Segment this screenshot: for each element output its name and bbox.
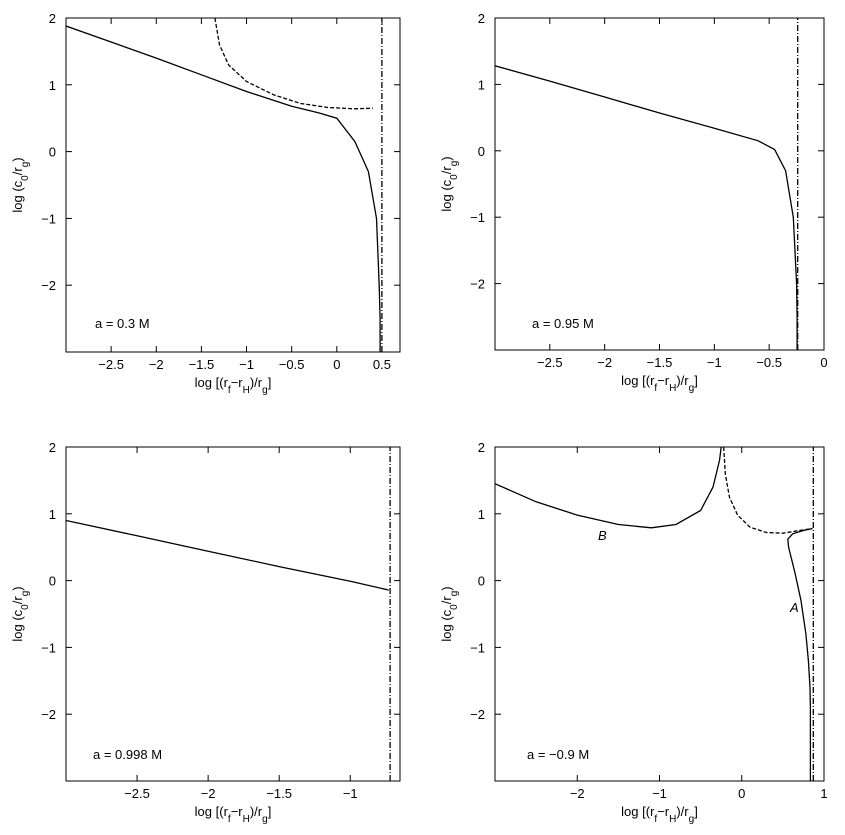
y-tick-label: 2 [49, 440, 56, 455]
x-tick-label: −2 [597, 355, 612, 370]
x-tick-label: −1 [343, 786, 358, 801]
y-tick-label: −1 [41, 211, 56, 226]
plot-frame [65, 446, 401, 782]
y-tick-label: 2 [49, 11, 56, 26]
x-tick-label: 0 [738, 786, 745, 801]
x-tick-label: −1 [707, 355, 722, 370]
y-tick-label: 0 [478, 574, 485, 589]
y-tick-label: −2 [41, 707, 56, 722]
y-tick-label: −2 [470, 277, 485, 292]
spin-annotation: a = −0.9 M [527, 747, 589, 762]
series-solid-line [495, 447, 722, 529]
y-axis-label: log (c0/rg) [10, 157, 31, 212]
y-tick-label: 1 [478, 507, 485, 522]
x-tick-label: −1.5 [189, 357, 215, 372]
plot-frame [494, 17, 825, 351]
y-tick-label: 0 [478, 144, 485, 159]
curve-label-b: B [598, 528, 607, 543]
spin-annotation: a = 0.3 M [95, 316, 150, 331]
x-tick-label: −1.5 [266, 786, 292, 801]
y-tick-label: −1 [470, 210, 485, 225]
panel-2: −2.5 −2 −1.5 −1 −0.5 0 −2 −1 0 1 2 log [(rf−rH)/rg]… [439, 11, 828, 394]
panel-1: −2.5 −2 −1.5 −1 −0.5 0 0.5 −2 −1 0 1 2 log [(rf−rH)/… [10, 11, 401, 396]
x-tick-label: 0.5 [373, 357, 391, 372]
curve-label-a: A [789, 600, 799, 615]
series-solid-line [787, 527, 813, 781]
x-tick-label: 1 [820, 786, 827, 801]
y-axis-label: log (c0/rg) [10, 586, 31, 641]
plot-frame [65, 17, 401, 353]
x-axis-label: log [(rf−rH)/rg] [621, 804, 698, 825]
y-tick-label: 2 [478, 11, 485, 26]
series-solid-line [66, 25, 381, 352]
x-tick-label: −1 [239, 357, 254, 372]
x-tick-label: −2 [570, 786, 585, 801]
panel-4: −2 −1 0 1 −2 −1 0 1 2 log [(rf−rH)/rg] log (c0/rg)… [439, 440, 828, 825]
y-tick-label: −2 [41, 278, 56, 293]
x-tick-label: −1 [652, 786, 667, 801]
x-tick-label: −0.5 [756, 355, 782, 370]
spin-annotation: a = 0.95 M [532, 316, 594, 331]
x-tick-label: −0.5 [279, 357, 305, 372]
x-tick-label: −2 [149, 357, 164, 372]
y-tick-label: 1 [49, 507, 56, 522]
y-tick-label: 1 [478, 77, 485, 92]
x-tick-label: 0 [820, 355, 827, 370]
series-solid-line [495, 65, 798, 350]
y-tick-label: −2 [470, 707, 485, 722]
y-axis-label: log (c0/rg) [439, 156, 460, 211]
y-tick-label: −1 [41, 640, 56, 655]
spin-annotation: a = 0.998 M [93, 747, 162, 762]
x-tick-label: −1.5 [647, 355, 673, 370]
y-tick-label: 1 [49, 78, 56, 93]
x-axis-label: log [(rf−rH)/rg] [195, 804, 272, 825]
panel-3: −2.5 −2 −1.5 −1 −2 −1 0 1 2 log [(rf−rH)/rg] log (… [10, 440, 401, 825]
plot-frame [494, 446, 825, 782]
series-dashed-line [214, 18, 373, 110]
x-tick-label: 0 [333, 357, 340, 372]
x-axis-label: log [(rf−rH)/rg] [621, 373, 698, 394]
y-tick-label: 0 [49, 574, 56, 589]
x-tick-label: −2.5 [98, 357, 124, 372]
x-tick-label: −2 [201, 786, 216, 801]
y-tick-label: −1 [470, 640, 485, 655]
series-dashed-line [723, 447, 813, 534]
series-solid-line [66, 519, 389, 591]
x-axis-label: log [(rf−rH)/rg] [195, 375, 272, 396]
y-axis-label: log (c0/rg) [439, 586, 460, 641]
x-tick-label: −2.5 [124, 786, 150, 801]
y-tick-label: 2 [478, 440, 485, 455]
y-tick-label: 0 [49, 145, 56, 160]
x-tick-label: −2.5 [537, 355, 563, 370]
